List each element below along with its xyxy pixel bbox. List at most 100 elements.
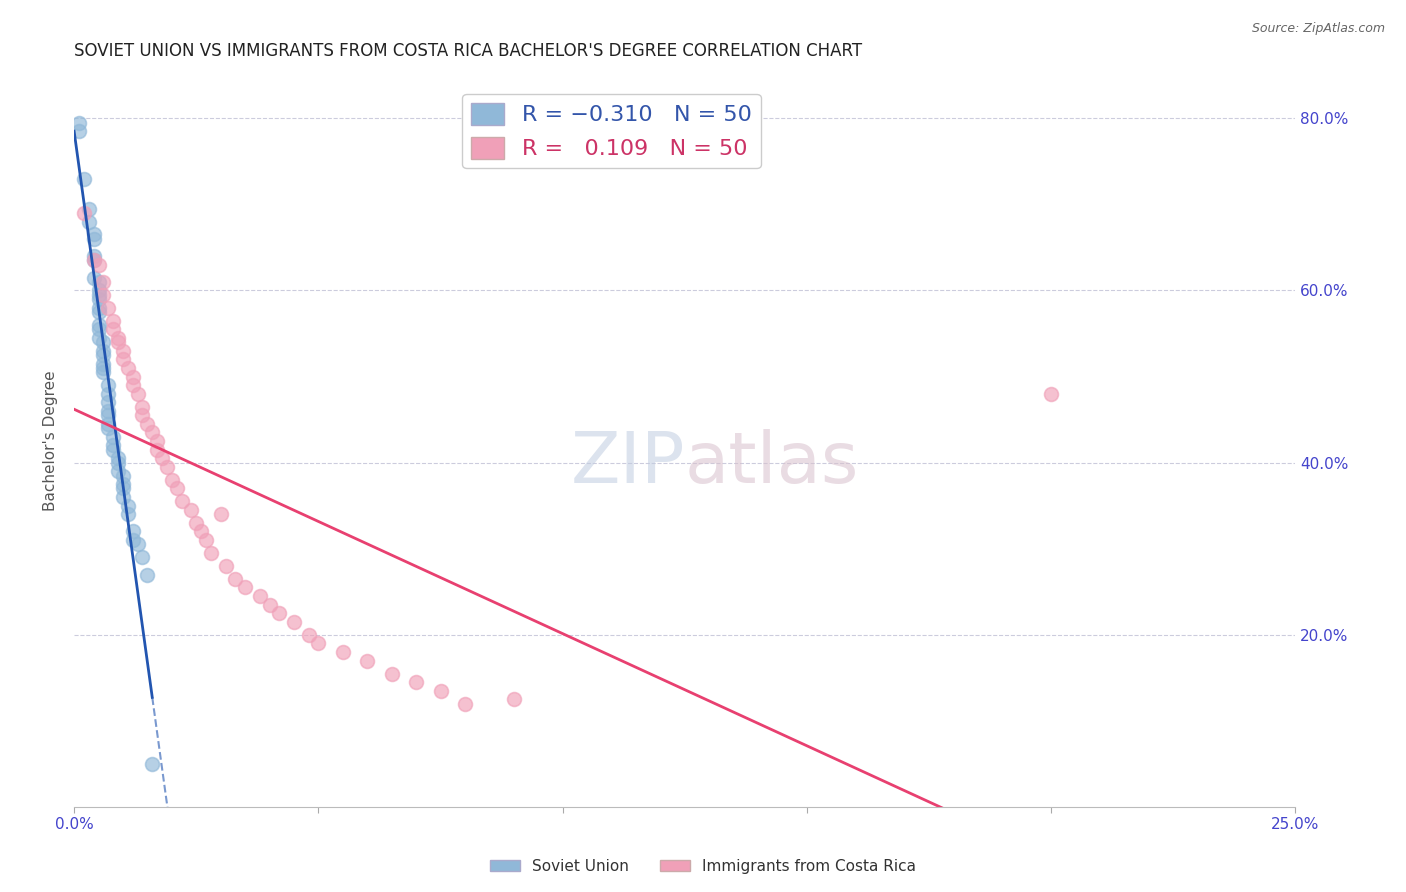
Point — [121, 378, 143, 392]
Point — [97, 395, 120, 409]
Point — [101, 438, 124, 452]
Point — [67, 115, 90, 129]
Point — [87, 275, 110, 289]
Point — [111, 482, 134, 496]
Point — [83, 227, 105, 242]
Point — [83, 249, 105, 263]
Point — [1040, 386, 1063, 401]
Point — [77, 214, 100, 228]
Point — [93, 365, 115, 379]
Text: atlas: atlas — [685, 428, 859, 498]
Point — [186, 516, 208, 530]
Point — [101, 442, 124, 457]
Point — [87, 318, 110, 332]
Point — [93, 360, 115, 375]
Point — [111, 343, 134, 358]
Point — [87, 322, 110, 336]
Point — [131, 550, 153, 565]
Point — [111, 468, 134, 483]
Point — [87, 301, 110, 315]
Point — [356, 654, 378, 668]
Point — [97, 386, 120, 401]
Point — [101, 430, 124, 444]
Point — [83, 270, 105, 285]
Point — [141, 756, 163, 771]
Point — [233, 581, 256, 595]
Point — [107, 464, 129, 478]
Legend: R = −0.310   N = 50, R =   0.109   N = 50: R = −0.310 N = 50, R = 0.109 N = 50 — [463, 94, 761, 169]
Point — [224, 572, 246, 586]
Point — [127, 386, 149, 401]
Point — [249, 589, 271, 603]
Point — [121, 369, 143, 384]
Point — [87, 258, 110, 272]
Point — [87, 331, 110, 345]
Point — [269, 607, 291, 621]
Point — [121, 533, 143, 547]
Point — [111, 477, 134, 491]
Point — [136, 417, 159, 431]
Point — [83, 253, 105, 268]
Point — [93, 343, 115, 358]
Point — [405, 675, 427, 690]
Point — [156, 459, 179, 474]
Point — [101, 313, 124, 327]
Point — [107, 451, 129, 466]
Point — [97, 417, 120, 431]
Point — [83, 253, 105, 268]
Point — [107, 456, 129, 470]
Point — [117, 360, 139, 375]
Legend: Soviet Union, Immigrants from Costa Rica: Soviet Union, Immigrants from Costa Rica — [484, 853, 922, 880]
Point — [111, 352, 134, 367]
Point — [107, 335, 129, 350]
Point — [166, 482, 188, 496]
Point — [67, 124, 90, 138]
Point — [146, 442, 169, 457]
Point — [117, 508, 139, 522]
Point — [259, 598, 281, 612]
Point — [214, 558, 236, 573]
Point — [87, 284, 110, 298]
Point — [136, 567, 159, 582]
Point — [97, 301, 120, 315]
Point — [87, 287, 110, 301]
Point — [87, 292, 110, 306]
Text: ZIP: ZIP — [571, 428, 685, 498]
Point — [502, 692, 524, 706]
Point — [297, 628, 319, 642]
Point — [454, 697, 477, 711]
Point — [97, 404, 120, 418]
Point — [160, 473, 183, 487]
Point — [97, 421, 120, 435]
Point — [93, 357, 115, 371]
Y-axis label: Bachelor's Degree: Bachelor's Degree — [44, 371, 58, 511]
Point — [332, 645, 354, 659]
Text: Source: ZipAtlas.com: Source: ZipAtlas.com — [1251, 22, 1385, 36]
Point — [117, 499, 139, 513]
Point — [146, 434, 169, 448]
Point — [101, 322, 124, 336]
Text: SOVIET UNION VS IMMIGRANTS FROM COSTA RICA BACHELOR'S DEGREE CORRELATION CHART: SOVIET UNION VS IMMIGRANTS FROM COSTA RI… — [75, 42, 862, 60]
Point — [131, 400, 153, 414]
Point — [170, 494, 193, 508]
Point — [429, 683, 451, 698]
Point — [381, 666, 404, 681]
Point — [195, 533, 218, 547]
Point — [83, 232, 105, 246]
Point — [150, 451, 173, 466]
Point — [73, 206, 96, 220]
Point — [200, 546, 222, 560]
Point — [93, 335, 115, 350]
Point — [180, 503, 202, 517]
Point — [87, 305, 110, 319]
Point — [93, 275, 115, 289]
Point — [97, 378, 120, 392]
Point — [77, 202, 100, 216]
Point — [190, 524, 212, 539]
Point — [121, 524, 143, 539]
Point — [107, 331, 129, 345]
Point — [131, 409, 153, 423]
Point — [111, 490, 134, 504]
Point — [283, 615, 305, 629]
Point — [73, 171, 96, 186]
